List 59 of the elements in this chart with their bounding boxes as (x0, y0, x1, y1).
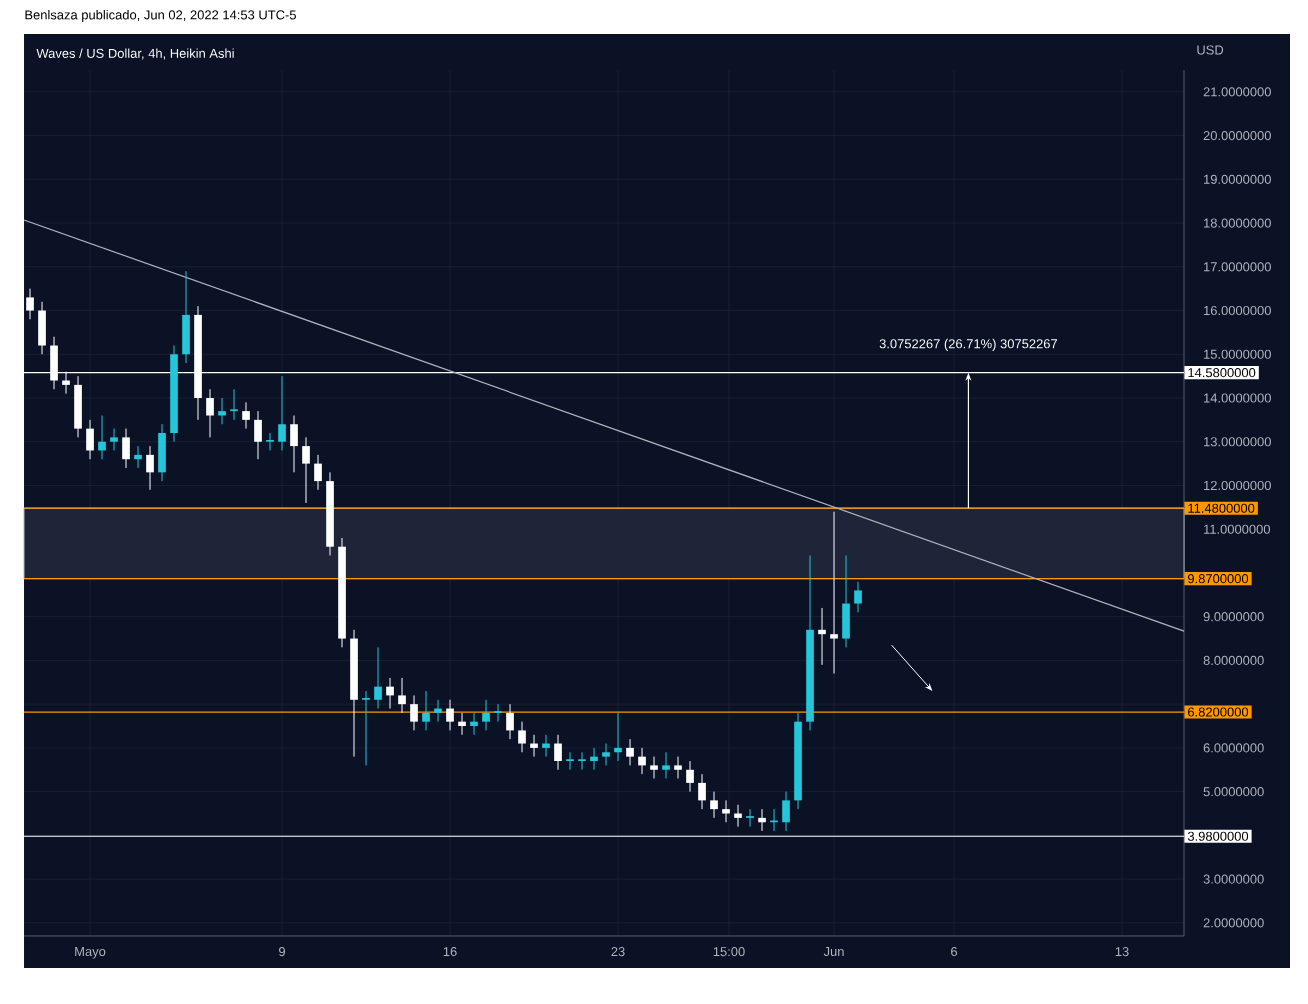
candlestick (494, 703, 502, 723)
candlestick (374, 646, 382, 710)
candlestick (566, 751, 574, 771)
candlestick (134, 445, 142, 469)
candlestick (662, 751, 670, 780)
candlestick (86, 419, 94, 460)
candlestick (734, 804, 742, 828)
candlestick (782, 791, 790, 832)
candlestick (722, 799, 730, 823)
candlestick (398, 677, 406, 714)
candlestick (650, 756, 658, 780)
candlestick (182, 270, 190, 364)
candlestick (698, 773, 706, 810)
candlestick (218, 397, 226, 425)
candlestick (38, 301, 46, 355)
candlestick (602, 743, 610, 766)
candlestick (26, 288, 34, 320)
candlestick (674, 756, 682, 780)
candlestick (482, 699, 490, 731)
candlestick (266, 432, 274, 451)
candlestick (506, 703, 514, 740)
candlestick (614, 712, 622, 762)
candlestick (758, 808, 766, 832)
candlestick (710, 791, 718, 819)
candlestick (518, 721, 526, 753)
candlestick (686, 760, 694, 793)
candlestick (842, 554, 850, 648)
candlestick (122, 428, 130, 469)
candlestick (410, 694, 418, 731)
candlestick (530, 734, 538, 758)
candlestick (230, 388, 238, 421)
candlestick (854, 581, 862, 613)
candlestick (554, 734, 562, 771)
candlestick (146, 445, 154, 491)
candlestick (638, 747, 646, 775)
candlestick (290, 415, 298, 473)
candlestick (242, 401, 250, 430)
candlestick (578, 751, 586, 771)
candlestick (590, 747, 598, 771)
candlestick (746, 808, 754, 828)
candlestick (362, 690, 370, 766)
candlestick (458, 712, 466, 736)
candlestick (386, 677, 394, 710)
candlestick (158, 423, 166, 482)
candlestick (302, 436, 310, 504)
candlestick (314, 454, 322, 491)
candlestick (254, 410, 262, 460)
candlestick (434, 699, 442, 723)
candlestick (470, 712, 478, 736)
candlestick (422, 690, 430, 731)
candlestick (110, 428, 118, 451)
candlestick (830, 511, 838, 675)
candlestick (818, 607, 826, 666)
candlestick (446, 699, 454, 731)
candlestick (206, 388, 214, 438)
candlestick (278, 375, 286, 451)
candlestick (98, 415, 106, 460)
candlestick (542, 734, 550, 758)
candlestick (626, 738, 634, 766)
